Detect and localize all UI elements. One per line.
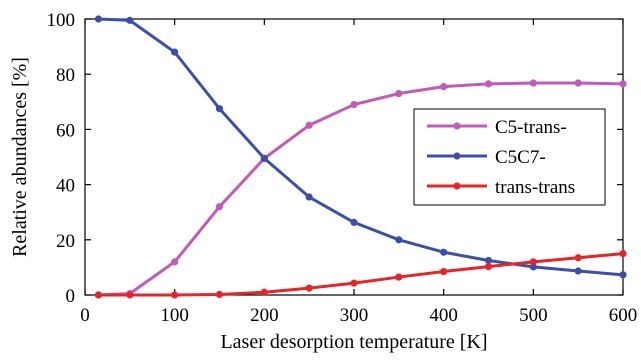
data-point-c5-trans	[215, 203, 224, 211]
x-tick-label: 0	[80, 305, 90, 326]
data-point-c5c7	[395, 236, 403, 244]
legend-marker-c5c7	[453, 152, 461, 160]
data-point-c5c7	[260, 154, 268, 162]
axes: 0 100 200 300 400 500 600 0 20 40 60 80 100	[47, 10, 638, 326]
data-point-trans-trans	[171, 291, 179, 299]
data-point-c5-trans	[619, 80, 627, 88]
data-point-c5-trans	[484, 80, 493, 88]
data-point-trans-trans	[574, 254, 582, 262]
x-tick-label: 100	[160, 305, 189, 326]
data-point-c5-trans	[171, 258, 179, 266]
legend-label-c5-trans: C5-trans-	[495, 117, 567, 138]
data-point-c5c7	[440, 248, 448, 256]
data-point-c5c7	[305, 193, 313, 201]
data-point-trans-trans	[619, 250, 627, 258]
data-point-trans-trans	[305, 284, 313, 292]
series-c5c7	[94, 15, 627, 279]
data-point-trans-trans	[215, 290, 224, 299]
data-point-trans-trans	[440, 267, 448, 276]
y-tick-label: 40	[56, 176, 75, 197]
legend-label-c5c7: C5C7-	[495, 147, 546, 168]
data-point-c5c7	[126, 16, 134, 24]
legend-marker-c5-trans	[453, 122, 461, 130]
legend-label-trans-trans: trans-trans	[495, 177, 575, 198]
x-tick-label: 200	[250, 305, 279, 326]
data-point-trans-trans	[484, 262, 493, 271]
y-axis-label: Relative abundances [%]	[9, 57, 31, 257]
x-tick-label: 600	[609, 305, 638, 326]
data-point-c5c7	[215, 105, 224, 113]
data-point-trans-trans	[350, 279, 358, 287]
data-point-c5c7	[529, 263, 537, 271]
data-point-trans-trans	[126, 291, 134, 299]
y-tick-label: 60	[56, 120, 75, 141]
y-tick-label: 80	[56, 65, 75, 86]
data-point-c5-trans	[350, 100, 358, 109]
x-axis-label: Laser desorption temperature [K]	[220, 331, 487, 353]
data-point-c5-trans	[305, 121, 313, 129]
data-point-c5c7	[171, 48, 179, 56]
data-point-c5c7	[350, 218, 358, 227]
data-point-c5-trans	[440, 83, 448, 91]
data-point-trans-trans	[395, 273, 403, 281]
data-point-c5-trans	[529, 79, 537, 87]
data-point-c5c7	[94, 15, 103, 23]
y-tick-label: 100	[47, 10, 76, 31]
data-point-trans-trans	[529, 258, 537, 266]
data-point-c5-trans	[395, 89, 403, 98]
data-point-c5c7	[484, 256, 493, 265]
x-tick-label: 400	[429, 305, 458, 326]
legend-marker-trans-trans	[453, 182, 461, 190]
legend: C5-trans- C5C7- trans-trans	[413, 108, 606, 206]
x-tick-label: 500	[519, 305, 548, 326]
series-group	[94, 15, 627, 299]
y-tick-label: 0	[66, 286, 76, 307]
data-point-c5c7	[574, 267, 582, 275]
data-point-c5c7	[619, 271, 627, 279]
series-trans-trans	[94, 250, 627, 299]
data-point-trans-trans	[260, 288, 268, 296]
x-tick-label: 300	[340, 305, 369, 326]
data-point-trans-trans	[94, 291, 103, 299]
y-tick-label: 20	[56, 231, 75, 252]
data-point-c5-trans	[574, 79, 582, 87]
